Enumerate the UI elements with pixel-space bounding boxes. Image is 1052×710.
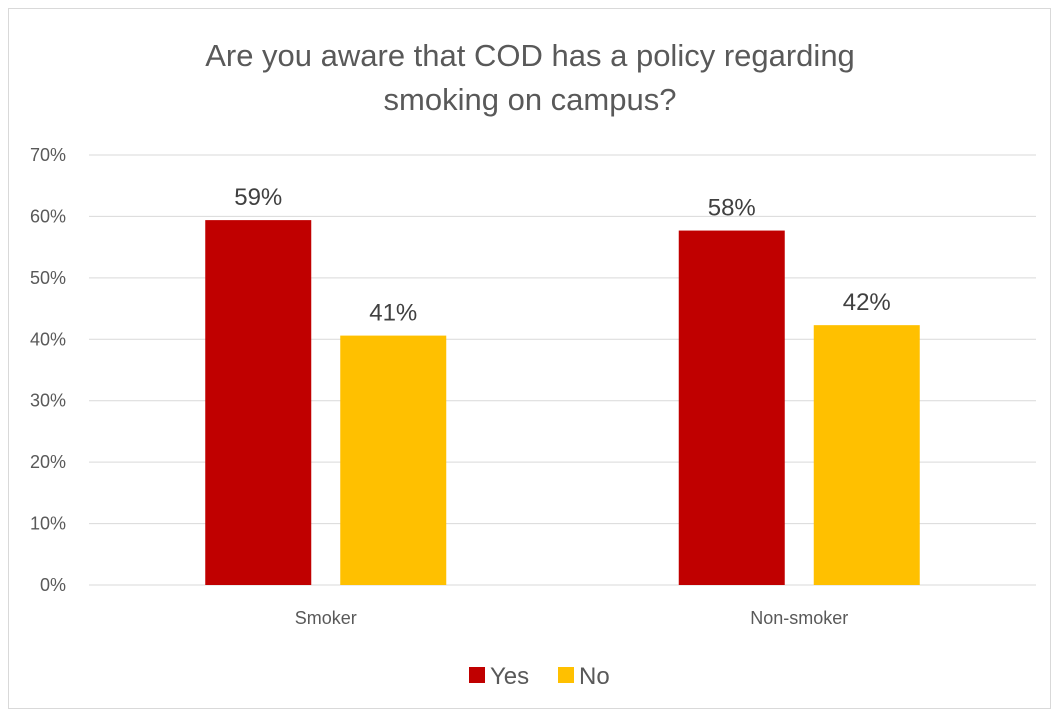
category-label: Smoker (295, 608, 357, 628)
y-tick-label: 70% (30, 145, 66, 165)
chart-title: Are you aware that COD has a policy rega… (205, 38, 855, 117)
data-labels: 59% 41% 58% 42% (234, 184, 891, 326)
y-tick-label: 0% (40, 575, 66, 595)
legend-swatch-no (558, 667, 574, 683)
bar-yes-smoker (205, 220, 312, 585)
y-tick-label: 40% (30, 329, 66, 349)
y-tick-label: 60% (30, 206, 66, 226)
legend-label-yes: Yes (490, 663, 529, 690)
legend-swatch-yes (469, 667, 485, 683)
bar-no-non-smoker (813, 325, 920, 585)
y-tick-label: 30% (30, 391, 66, 411)
bars (205, 220, 920, 586)
legend-label-no: No (579, 663, 610, 690)
category-label: Non-smoker (750, 608, 848, 628)
y-tick-label: 50% (30, 268, 66, 288)
chart-title-line-1: Are you aware that COD has a policy rega… (205, 38, 855, 73)
chart-title-line-2: smoking on campus? (384, 82, 677, 117)
x-axis-category-labels: Smoker Non-smoker (295, 608, 849, 628)
data-label: 58% (708, 195, 756, 222)
data-label: 41% (369, 300, 417, 327)
legend: Yes No (469, 663, 610, 690)
y-axis-tick-labels: 0% 10% 20% 30% 40% 50% 60% 70% (30, 145, 66, 595)
y-tick-label: 20% (30, 452, 66, 472)
data-label: 59% (234, 184, 282, 211)
y-tick-label: 10% (30, 514, 66, 534)
data-label: 42% (843, 289, 891, 316)
bar-no-smoker (340, 335, 447, 585)
bar-yes-non-smoker (678, 230, 785, 586)
